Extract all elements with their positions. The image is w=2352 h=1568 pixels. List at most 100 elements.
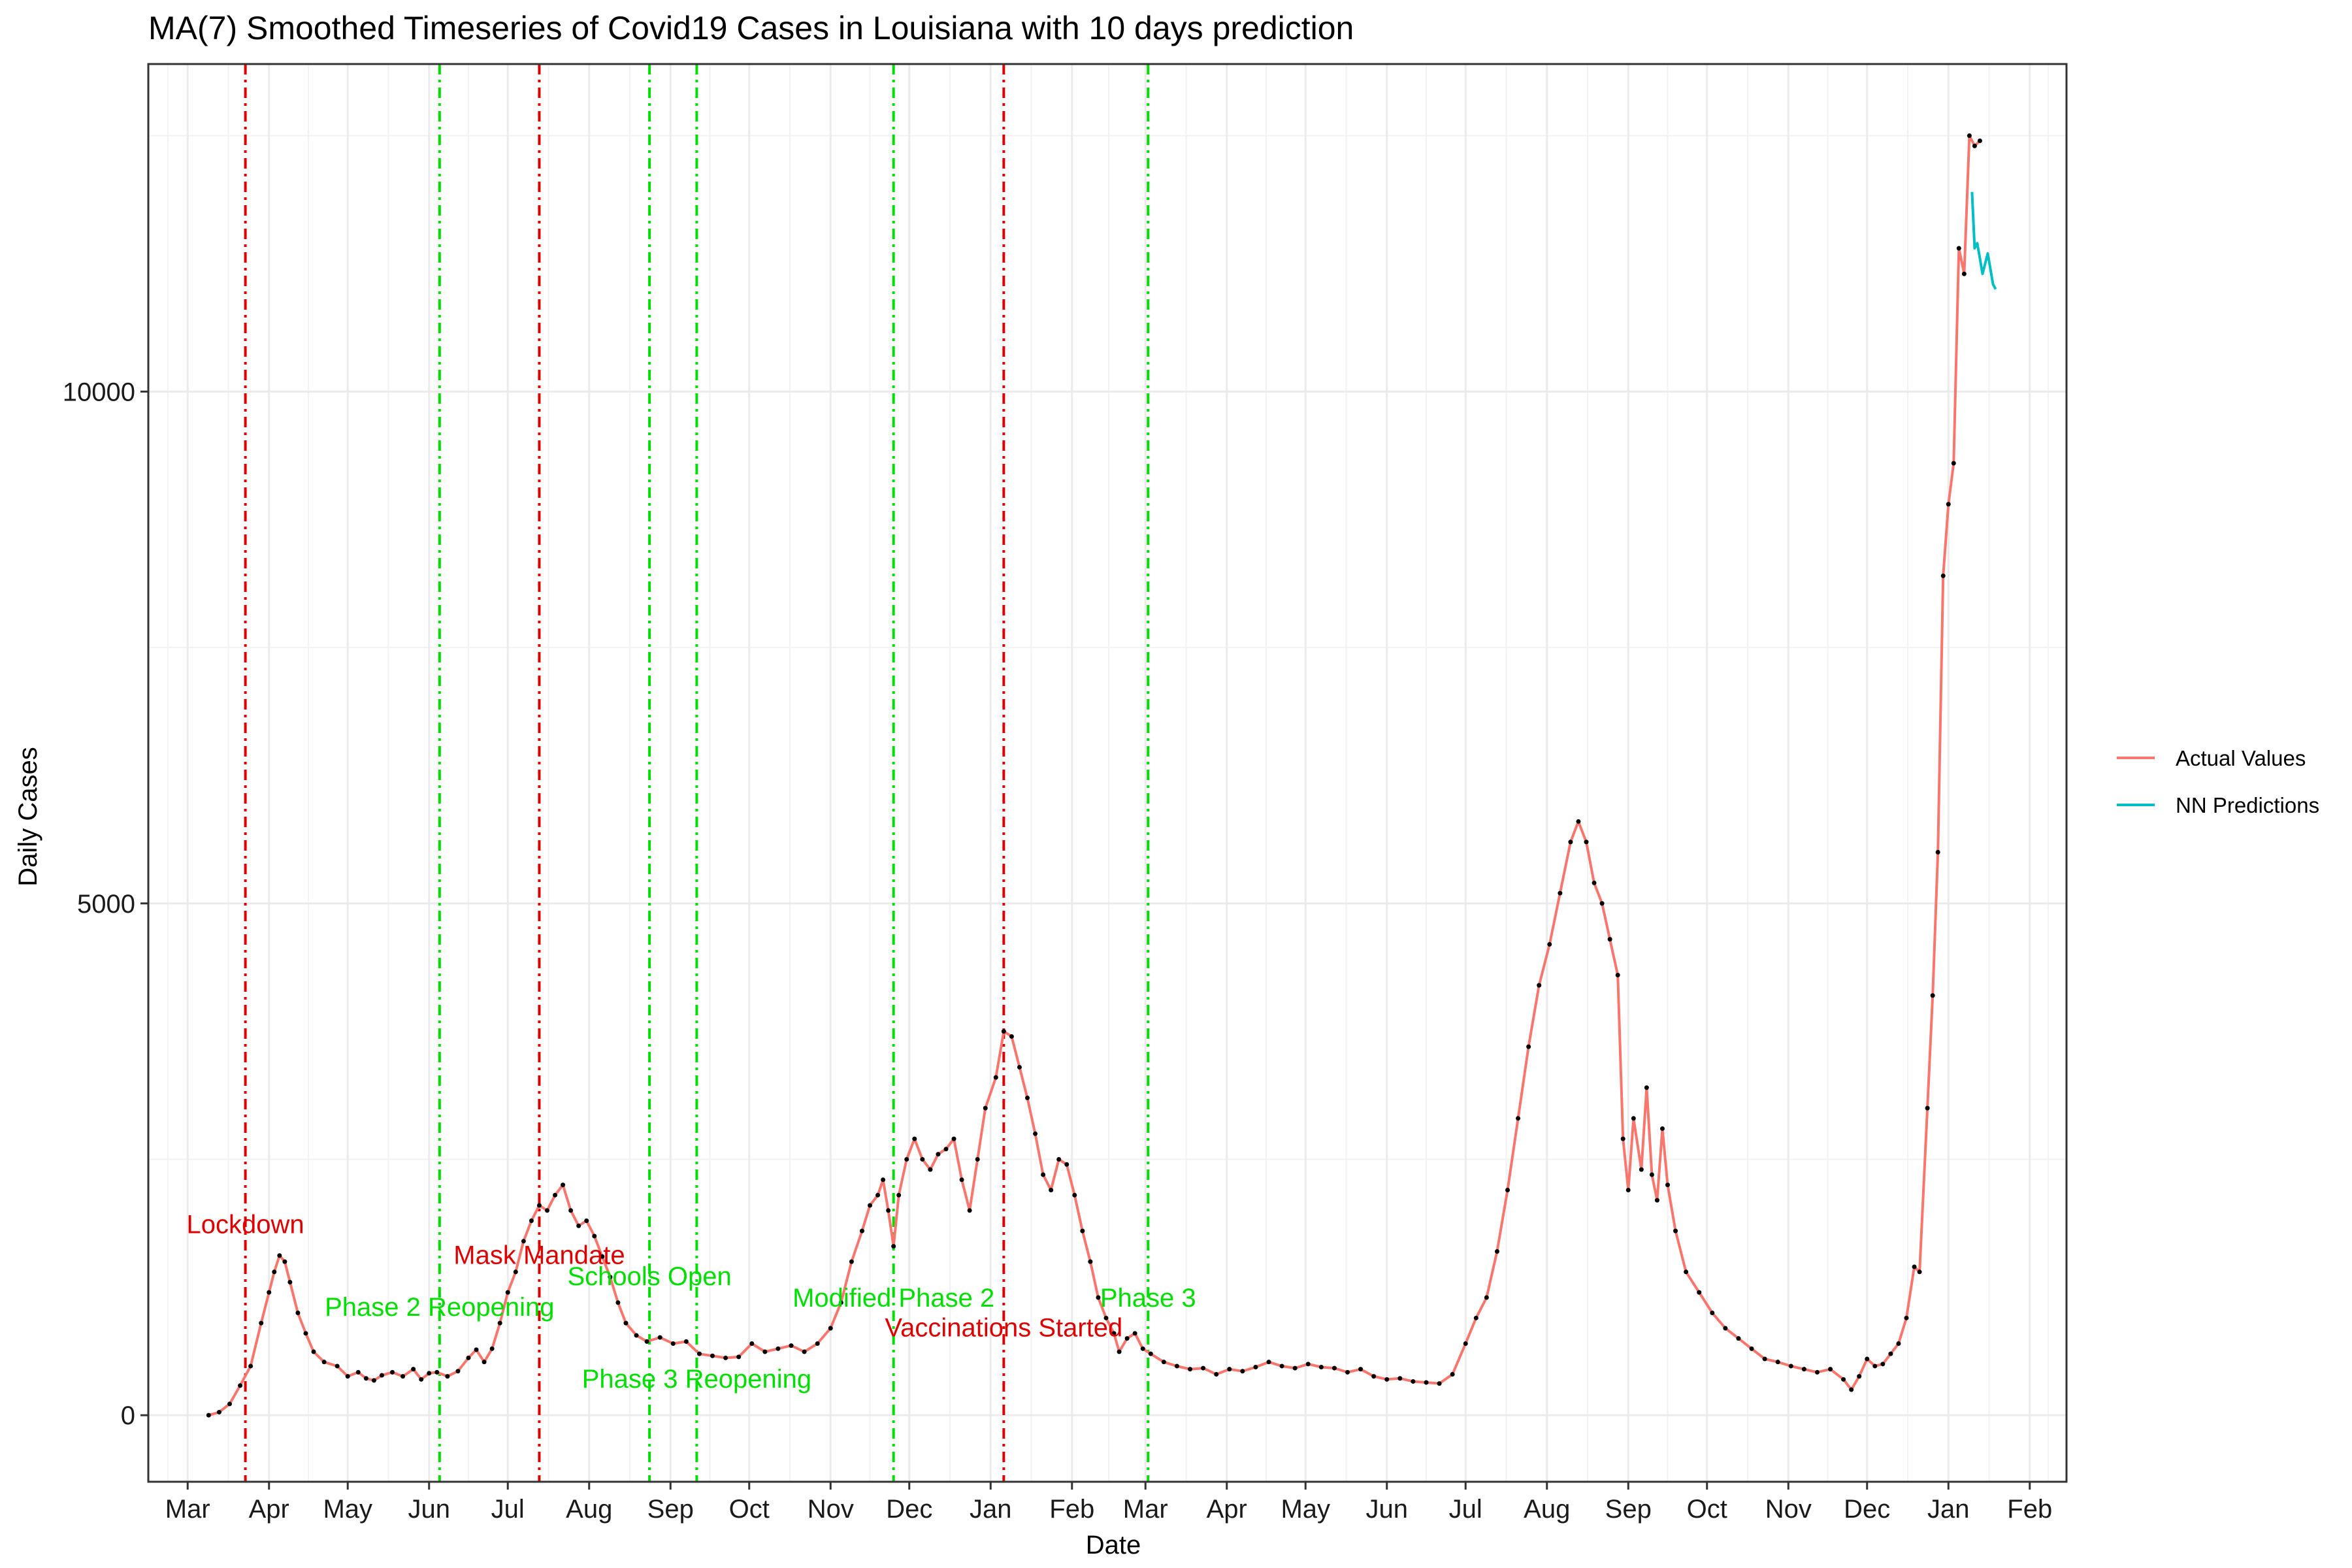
data-point [634, 1333, 639, 1338]
x-tick-label: Mar [1123, 1495, 1168, 1524]
x-tick-label: Aug [1524, 1495, 1570, 1524]
data-point [1673, 1228, 1678, 1233]
data-point [1592, 880, 1597, 885]
data-point [216, 1409, 221, 1414]
data-point [1857, 1374, 1862, 1379]
data-point [259, 1320, 264, 1326]
x-tick-label: Nov [1765, 1495, 1812, 1524]
data-point [696, 1351, 702, 1356]
data-point [875, 1192, 881, 1198]
data-point [1096, 1295, 1101, 1300]
event-label: Mask Mandate [453, 1241, 625, 1269]
data-point [1017, 1064, 1022, 1070]
data-point [1240, 1369, 1245, 1374]
data-point [657, 1335, 662, 1340]
data-point [762, 1349, 768, 1354]
data-point [466, 1355, 471, 1360]
data-point [489, 1346, 495, 1351]
data-point [1056, 1156, 1062, 1162]
x-tick-label: Oct [1687, 1495, 1727, 1524]
data-point [928, 1167, 933, 1172]
data-point [881, 1177, 886, 1183]
data-point [1749, 1346, 1754, 1351]
data-point [802, 1349, 807, 1354]
y-tick-label: 5000 [77, 890, 135, 919]
data-point [1227, 1367, 1232, 1372]
data-point [1463, 1341, 1468, 1346]
data-point [959, 1177, 964, 1183]
data-point [912, 1136, 917, 1141]
x-tick-label: Feb [1049, 1495, 1094, 1524]
data-point [1305, 1362, 1311, 1367]
event-label: Phase 2 Reopening [325, 1293, 554, 1322]
data-point [1925, 1105, 1930, 1111]
data-point [1930, 993, 1935, 998]
x-axis-title: Date [1086, 1531, 1141, 1560]
legend: Actual Values NN Predictions [2117, 746, 2319, 817]
data-point [1124, 1336, 1130, 1341]
panel-border [147, 63, 2068, 1483]
x-tick-label: Apr [249, 1495, 289, 1524]
data-point [513, 1269, 518, 1275]
data-point [838, 1300, 843, 1305]
data-point [267, 1290, 272, 1295]
data-point [1584, 840, 1589, 845]
data-point [670, 1341, 676, 1346]
y-axis-title: Daily Cases [14, 747, 42, 886]
data-point [1292, 1365, 1298, 1371]
data-point [1946, 502, 1951, 507]
data-point [1484, 1295, 1489, 1300]
data-point [1865, 1356, 1870, 1362]
data-point [1896, 1341, 1901, 1346]
data-point [623, 1320, 629, 1326]
data-point [1849, 1387, 1854, 1392]
data-point [1140, 1346, 1145, 1351]
data-point [497, 1320, 502, 1326]
data-point [936, 1152, 941, 1157]
data-point [943, 1147, 949, 1152]
data-point [335, 1364, 340, 1369]
event-label: Modified Phase 2 [792, 1284, 994, 1313]
data-point [1279, 1364, 1284, 1369]
data-point [644, 1339, 649, 1344]
x-tick-label: Apr [1207, 1495, 1247, 1524]
data-point [600, 1254, 605, 1259]
plot-area [148, 64, 2066, 1482]
data-point [248, 1364, 253, 1369]
data-point [1397, 1376, 1403, 1381]
data-point [455, 1369, 461, 1374]
data-point [859, 1228, 864, 1233]
data-point [1411, 1379, 1416, 1384]
data-point [1132, 1331, 1137, 1336]
data-point [1762, 1356, 1767, 1362]
x-tick-label: Feb [2007, 1495, 2052, 1524]
data-point [975, 1156, 980, 1162]
data-point [1576, 819, 1581, 824]
data-point [434, 1369, 440, 1375]
data-point [1424, 1380, 1429, 1385]
data-point [1736, 1336, 1741, 1341]
data-point [474, 1347, 479, 1352]
data-point [1001, 1029, 1006, 1034]
data-point [920, 1156, 925, 1162]
data-point [1024, 1095, 1030, 1100]
data-point [1117, 1349, 1122, 1354]
data-point [1064, 1162, 1070, 1167]
data-point [1148, 1351, 1153, 1356]
data-point [1599, 901, 1605, 906]
data-point [1516, 1116, 1521, 1121]
data-point [1775, 1360, 1780, 1365]
data-point [1620, 1136, 1625, 1141]
y-tick-label: 10000 [63, 378, 135, 406]
data-point [363, 1376, 368, 1381]
data-point [1201, 1365, 1206, 1371]
data-point [1917, 1269, 1922, 1275]
data-point [1358, 1367, 1364, 1372]
data-point [1956, 246, 1961, 251]
data-point [529, 1218, 534, 1223]
data-point [553, 1192, 558, 1198]
x-tick-label: Jun [408, 1495, 451, 1524]
data-point [400, 1374, 406, 1379]
data-point [1841, 1377, 1846, 1382]
data-point [1880, 1362, 1886, 1367]
